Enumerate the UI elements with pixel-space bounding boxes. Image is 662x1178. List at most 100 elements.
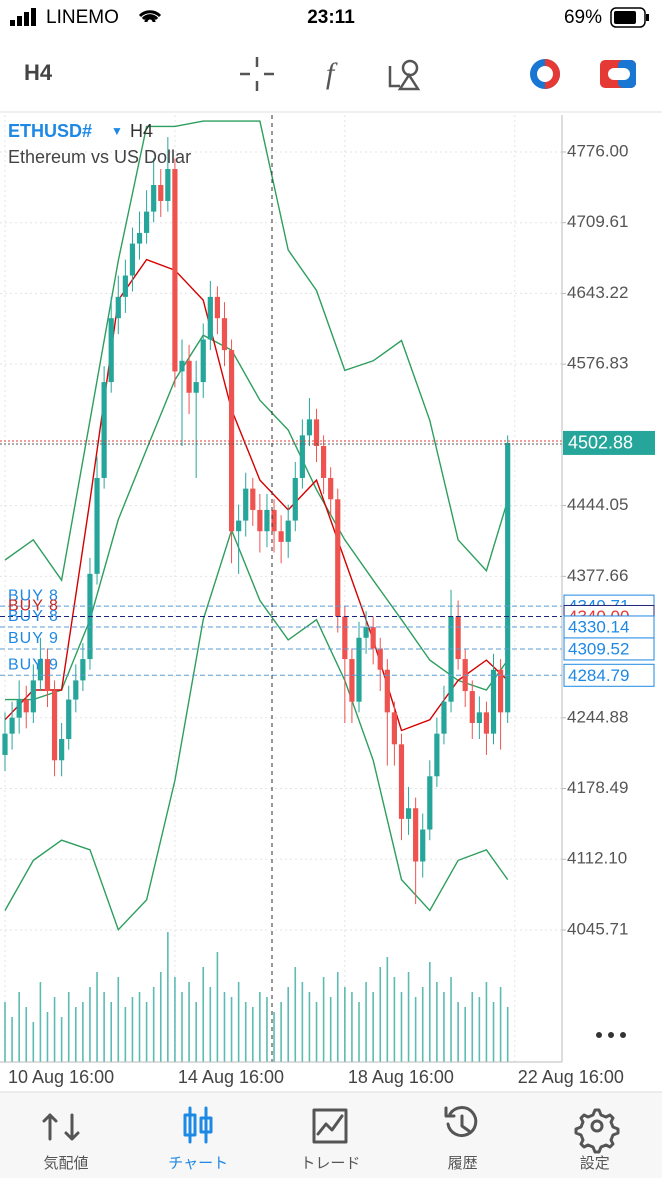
volume-bar — [344, 987, 346, 1062]
indicator-line — [4, 528, 509, 932]
more-button[interactable] — [596, 1032, 626, 1038]
y-tick-label: 4776.00 — [567, 141, 628, 160]
candle-body — [434, 733, 440, 777]
volume-bar — [138, 992, 141, 1062]
y-tick-label: 4576.83 — [567, 354, 628, 373]
x-tick-label: 10 Aug 16:00 — [8, 1067, 114, 1087]
symbol-description: Ethereum vs US Dollar — [8, 147, 191, 167]
volume-bar — [244, 1002, 247, 1062]
candle-body — [313, 419, 320, 447]
crosshair-button[interactable] — [240, 57, 274, 91]
volume-bar — [96, 972, 98, 1062]
price-tag-label: 4330.14 — [568, 617, 629, 636]
volume-bar — [506, 1007, 509, 1062]
trade-button[interactable] — [530, 59, 560, 89]
volume-bar — [266, 997, 268, 1062]
candle-body — [335, 499, 341, 617]
price-tag — [563, 637, 655, 661]
candle-body — [186, 360, 192, 393]
tab-label[interactable]: チャート — [168, 1155, 228, 1172]
candle-body — [257, 509, 263, 532]
candle-body — [236, 520, 242, 532]
volume-bar — [181, 992, 183, 1062]
candle-body — [292, 477, 298, 521]
timeframe-button[interactable]: H4 — [24, 60, 53, 85]
volume-bar — [407, 972, 410, 1062]
tab-label[interactable]: 履歴 — [448, 1155, 478, 1172]
objects-button[interactable] — [388, 59, 421, 91]
volume-bar — [75, 1007, 77, 1062]
candle-body — [136, 232, 143, 244]
volume-bar — [464, 1007, 466, 1062]
volume-bar — [429, 962, 431, 1062]
candle-body — [243, 488, 249, 521]
volume-bar — [18, 992, 20, 1062]
tab-icon[interactable] — [312, 1108, 348, 1144]
x-tick-label: 18 Aug 16:00 — [348, 1067, 454, 1087]
chart-timeframe: H4 — [130, 121, 153, 141]
account-button[interactable] — [600, 60, 636, 88]
clock: 23:11 — [307, 7, 355, 28]
candle-body — [483, 712, 490, 734]
volume-bar — [202, 967, 205, 1062]
candle-body — [490, 669, 497, 734]
candle-body — [44, 659, 51, 692]
candle-body — [129, 243, 136, 276]
indicators-button[interactable]: f — [326, 57, 338, 90]
volume-bar — [103, 992, 105, 1062]
tab-label[interactable]: トレード — [300, 1155, 360, 1172]
battery-level: 69% — [564, 7, 602, 28]
candle-body — [328, 477, 334, 500]
volume-bar — [117, 977, 120, 1062]
volume-bar — [252, 1007, 254, 1062]
candle-body — [299, 435, 305, 478]
candle-body — [278, 531, 284, 542]
volume-bar — [32, 1022, 35, 1062]
tab-icon[interactable] — [183, 1106, 213, 1144]
symbol[interactable]: ETHUSD# — [8, 121, 92, 141]
volume-bar — [287, 987, 289, 1062]
tab-icon[interactable] — [444, 1106, 478, 1138]
candle-body — [427, 776, 433, 830]
indicator-line — [5, 334, 509, 701]
chart — [0, 115, 566, 1062]
tab-label[interactable]: 設定 — [580, 1155, 610, 1172]
tab-icon[interactable] — [574, 1108, 620, 1154]
tab-bar — [0, 1092, 662, 1178]
candle-body — [214, 296, 220, 319]
candle-body — [448, 616, 454, 702]
volume-bar — [294, 967, 297, 1062]
tab-label[interactable]: 気配値 — [43, 1155, 88, 1172]
volume-bar — [124, 1007, 127, 1062]
candle-body — [51, 691, 58, 761]
volume-bar — [436, 982, 438, 1062]
volume-bar — [280, 1002, 282, 1062]
candle-body — [405, 808, 412, 819]
candle-body — [356, 637, 362, 702]
candle-body — [94, 477, 100, 574]
volume-bar — [67, 992, 70, 1062]
volume-bar — [471, 992, 474, 1062]
tab-icon — [590, 1119, 604, 1133]
volume-bar — [336, 972, 339, 1062]
candle-body — [2, 733, 8, 755]
candle-body — [115, 296, 121, 319]
symbol-arrow[interactable]: ▼ — [111, 124, 123, 138]
candle-body — [158, 184, 164, 201]
volume-bar — [230, 997, 233, 1062]
volume-bar — [82, 1002, 84, 1062]
volume-bar — [110, 1002, 112, 1062]
volume-bar — [46, 1012, 49, 1062]
volume-bar — [301, 982, 304, 1062]
candle-body — [271, 509, 277, 532]
candle-body — [250, 488, 256, 510]
candle-body — [30, 680, 36, 713]
order-label: BUY 8 — [8, 608, 59, 625]
volume-bar — [259, 992, 261, 1062]
x-tick-label: 22 Aug 16:00 — [518, 1067, 624, 1087]
order-label: BUY 9 — [8, 657, 59, 674]
candle-body — [122, 275, 128, 297]
candle-body — [349, 659, 355, 702]
tab-icon[interactable] — [42, 1113, 80, 1141]
candle-body — [101, 382, 107, 478]
